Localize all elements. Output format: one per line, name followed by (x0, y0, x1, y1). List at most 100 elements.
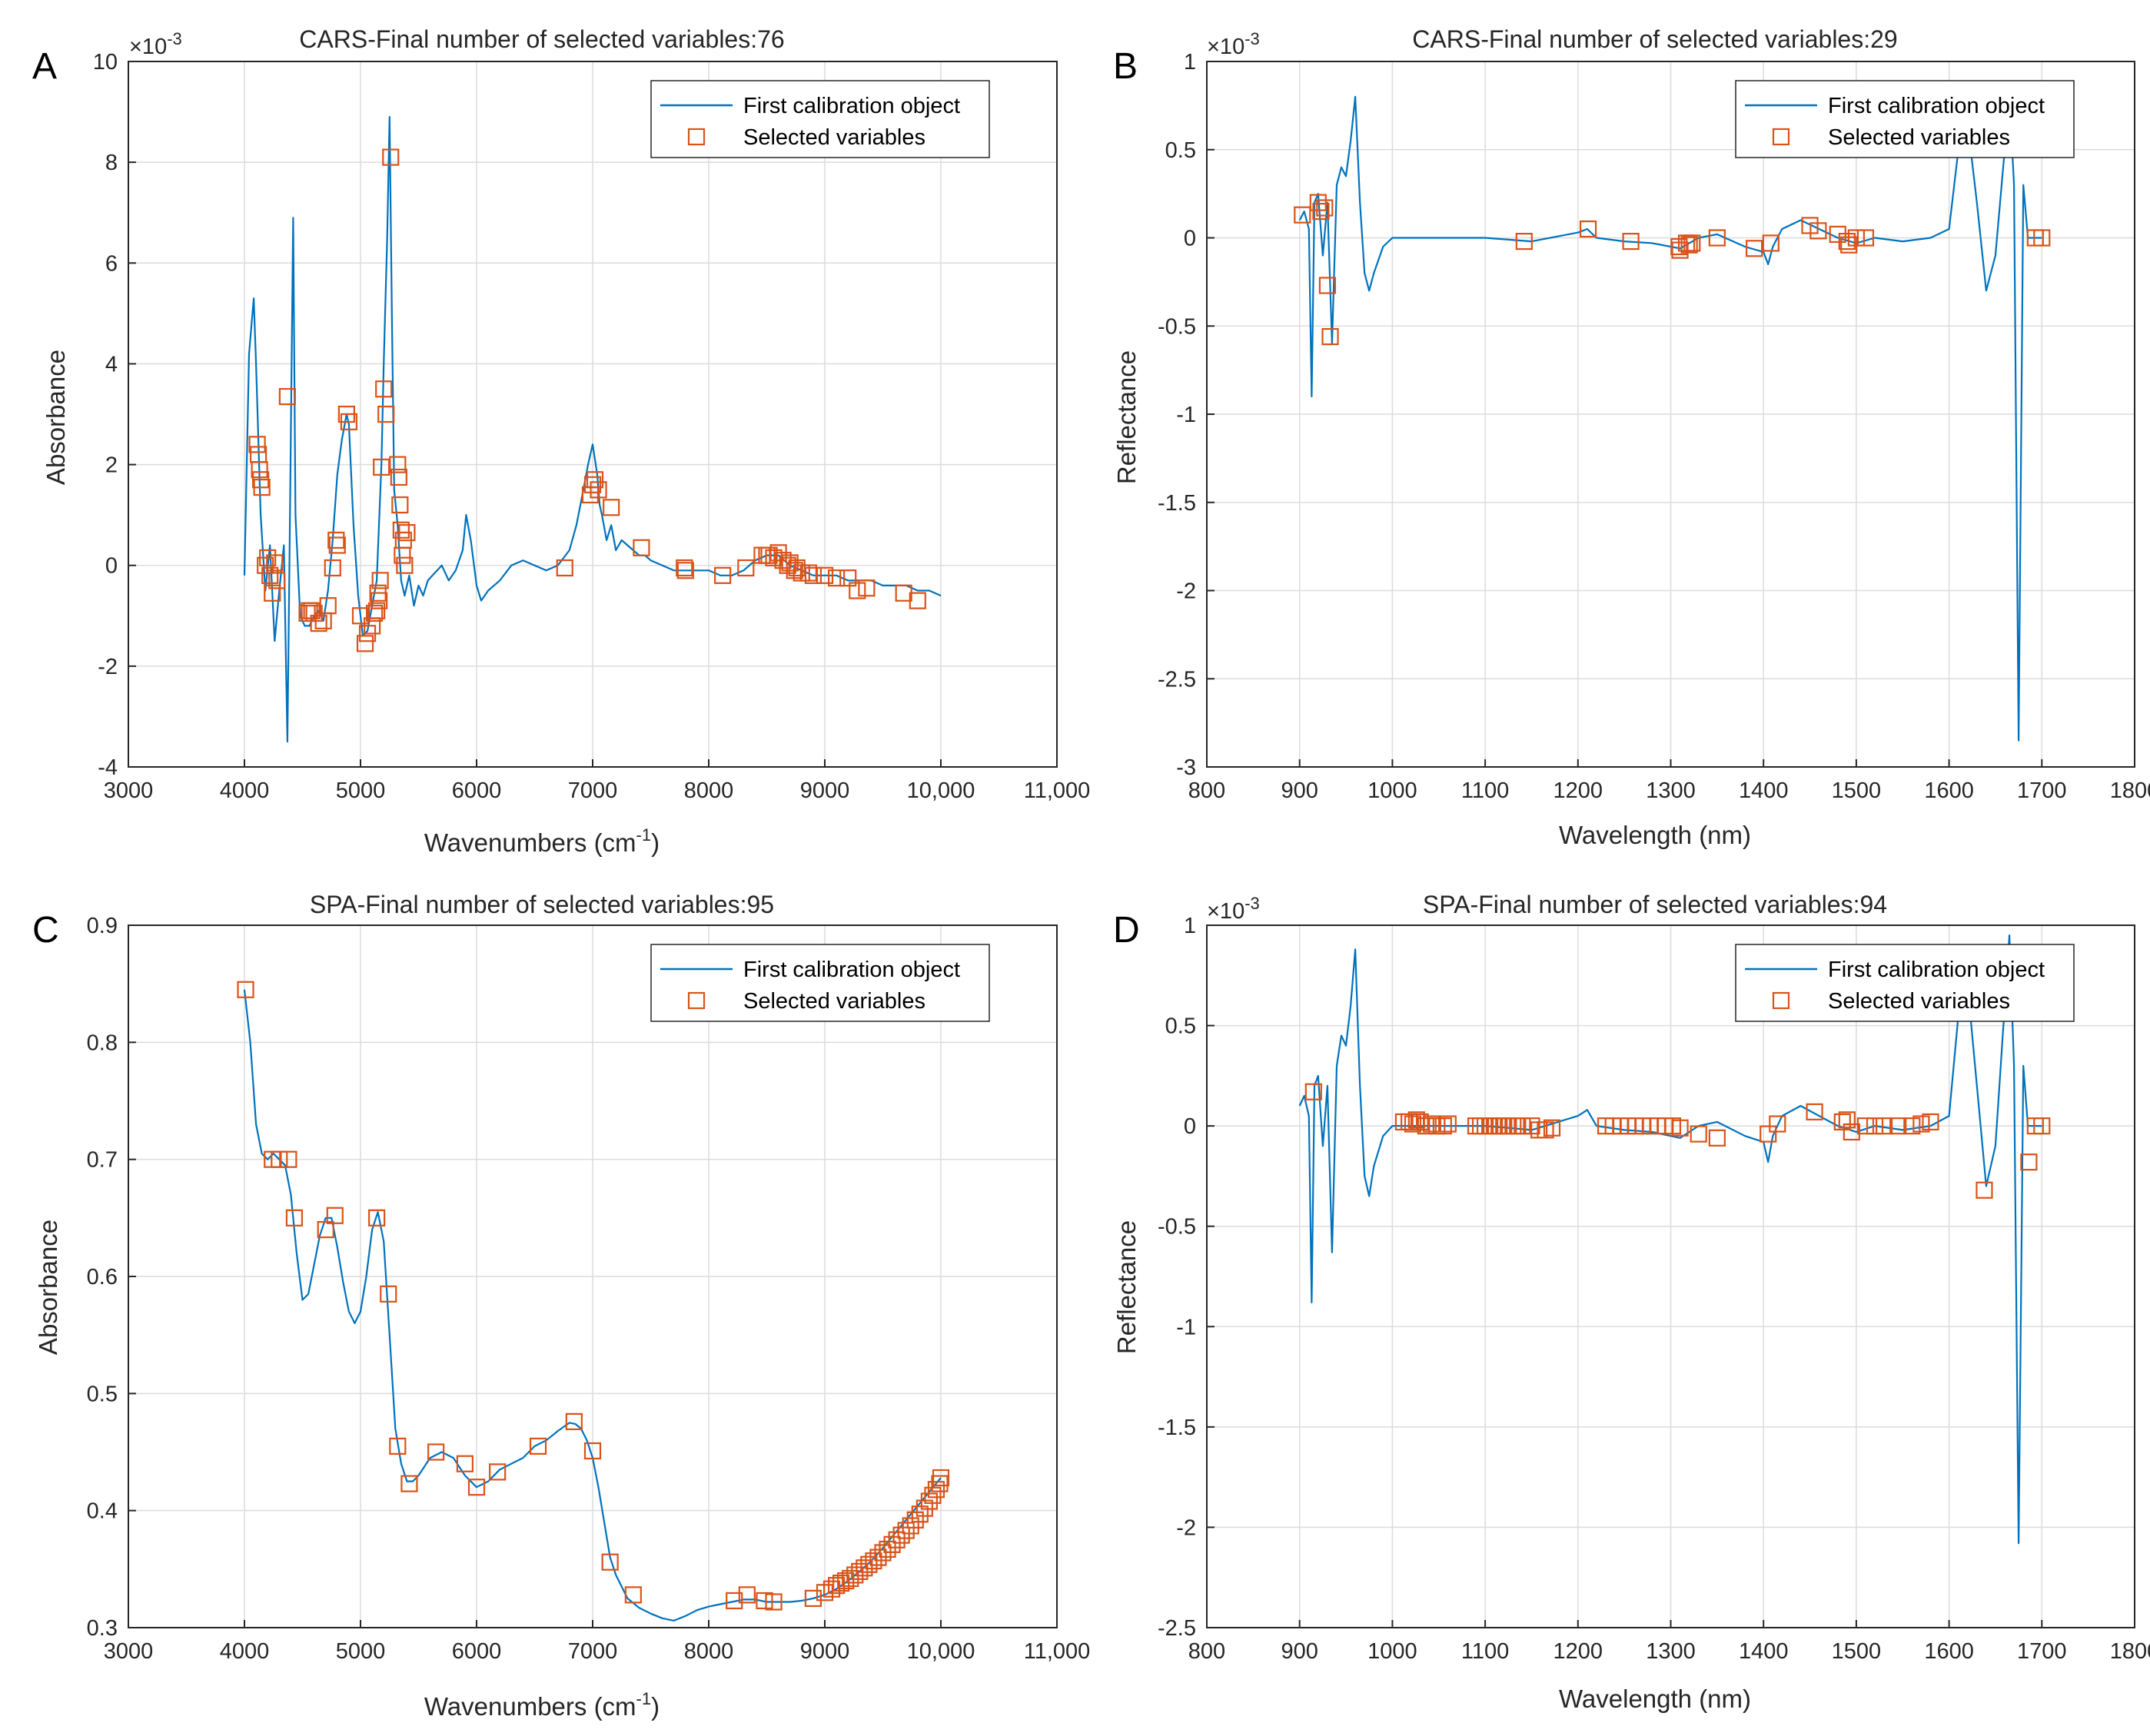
data-point-marker (285, 1209, 304, 1226)
data-point-marker (1622, 232, 1640, 251)
data-point-marker (1912, 1115, 1930, 1133)
data-point-marker (756, 1592, 773, 1610)
data-point-marker (2020, 1153, 2038, 1171)
panel-d: D SPA-Final number of selected variables… (1112, 891, 2150, 1713)
legend-label-line: First calibration object (1828, 94, 2045, 118)
x-tick-label: 1300 (1646, 778, 1696, 803)
legend-marker-swatch (687, 128, 706, 146)
x-tick-label: 5000 (336, 1639, 386, 1664)
tick-labels: 800 900 1000 1100 1200 1300 1400 1500 1600 1700 18… (1158, 50, 2150, 803)
axes-frame (1206, 924, 2135, 1628)
data-point-marker (583, 476, 602, 493)
data-point-marker (760, 546, 778, 564)
data-point-marker (909, 592, 926, 609)
x-axis-label: Wavenumbers (cm-1) (424, 1689, 660, 1721)
y-tick-label: -2 (1176, 1515, 1196, 1540)
series-line (243, 989, 942, 1621)
data-point-marker (1515, 232, 1533, 251)
y-tick-label: 0.7 (87, 1148, 118, 1173)
data-point-marker (1838, 232, 1856, 251)
data-point-marker (237, 981, 254, 998)
data-point-marker (1922, 1113, 1939, 1131)
data-point-marker (931, 1475, 949, 1492)
data-point-marker (380, 1285, 397, 1303)
data-point-marker (1411, 1113, 1429, 1131)
data-point-marker (1708, 1129, 1726, 1147)
data-point-marker (804, 1589, 822, 1608)
series-line (1298, 95, 2042, 742)
data-point-marker (1537, 1121, 1554, 1139)
y-tick-label: 6 (105, 251, 118, 276)
data-point-marker (858, 579, 876, 597)
y-tick-label: 10 (93, 50, 118, 75)
data-point-marker (340, 413, 357, 430)
data-point-marker (1434, 1117, 1452, 1135)
legend-box (650, 944, 990, 1022)
panel-letter: D (1113, 910, 1140, 951)
data-point-marker (1856, 229, 1875, 247)
data-point-marker (373, 458, 390, 476)
data-point-marker (1304, 1083, 1322, 1100)
data-point-marker (799, 564, 817, 582)
data-point-marker (676, 562, 694, 579)
data-point-marker (726, 1592, 743, 1610)
y-tick-label: 0.3 (87, 1616, 118, 1641)
data-point-marker (892, 1526, 910, 1544)
legend-label-marker: Selected variables (1828, 989, 2010, 1014)
data-point-marker (633, 539, 650, 556)
legend-label-marker: Selected variables (743, 125, 925, 150)
legend: First calibration object Selected variabl… (1735, 944, 2075, 1022)
y-tick-label: -2.5 (1158, 1616, 1196, 1641)
axes-frame (128, 61, 1058, 768)
y-tick-label: 0.5 (1165, 1014, 1196, 1039)
legend-label-line: First calibration object (743, 94, 960, 118)
x-tick-label: 1100 (1461, 1639, 1509, 1664)
y-exponent: ×10-3 (1207, 894, 1260, 924)
data-point-marker (368, 1209, 386, 1226)
legend-box (1735, 80, 2075, 158)
y-tick-label: 1 (1184, 914, 1196, 938)
data-point-marker (1806, 1103, 1823, 1120)
axes-frame (128, 924, 1058, 1628)
data-point-marker (324, 559, 341, 577)
y-tick-label: 0.5 (87, 1382, 118, 1406)
data-point-marker (788, 559, 806, 577)
data-point-marker (816, 566, 834, 584)
x-tick-label: 5000 (336, 778, 386, 803)
data-point-marker (1543, 1119, 1561, 1137)
legend-marker-swatch (687, 991, 706, 1010)
x-tick-label: 1300 (1646, 1639, 1696, 1664)
data-point-marker (266, 554, 284, 572)
grid (1206, 924, 2135, 1628)
x-tick-label: 7000 (568, 778, 618, 803)
data-point-marker (1843, 1123, 1860, 1141)
data-point-marker (467, 1479, 486, 1496)
y-tick-label: 1 (1184, 50, 1196, 75)
x-tick-label: 1400 (1739, 1639, 1789, 1664)
data-point-marker (927, 1481, 945, 1499)
x-axis-label: Wavenumbers (cm-1) (424, 825, 660, 857)
data-point-marker (1976, 1181, 1993, 1199)
data-point-marker (366, 604, 384, 622)
data-point-marker (391, 496, 409, 514)
data-point-marker (253, 478, 271, 496)
panel-b: B CARS-Final number of selected variable… (1112, 25, 2150, 849)
data-point-marker (356, 635, 374, 652)
x-tick-label: 1200 (1554, 1639, 1603, 1664)
y-tick-label: 0 (105, 554, 118, 579)
data-point-marker (804, 566, 822, 584)
y-tick-label: -2.5 (1158, 667, 1196, 692)
data-point-marker (398, 523, 416, 542)
data-point-marker (328, 536, 346, 554)
panel-letter: B (1113, 46, 1138, 87)
x-tick-label: 3000 (104, 1639, 154, 1664)
data-point-marker (268, 572, 286, 589)
y-tick-label: -1.5 (1158, 491, 1196, 516)
x-tick-label: 1800 (2110, 778, 2150, 803)
data-point-marker (310, 615, 327, 632)
legend: First calibration object Selected variabl… (650, 80, 990, 158)
y-tick-label: -2 (1176, 579, 1196, 604)
data-point-marker (1579, 220, 1597, 238)
x-tick-label: 10,000 (907, 1639, 975, 1664)
x-tick-label: 1200 (1554, 778, 1603, 803)
